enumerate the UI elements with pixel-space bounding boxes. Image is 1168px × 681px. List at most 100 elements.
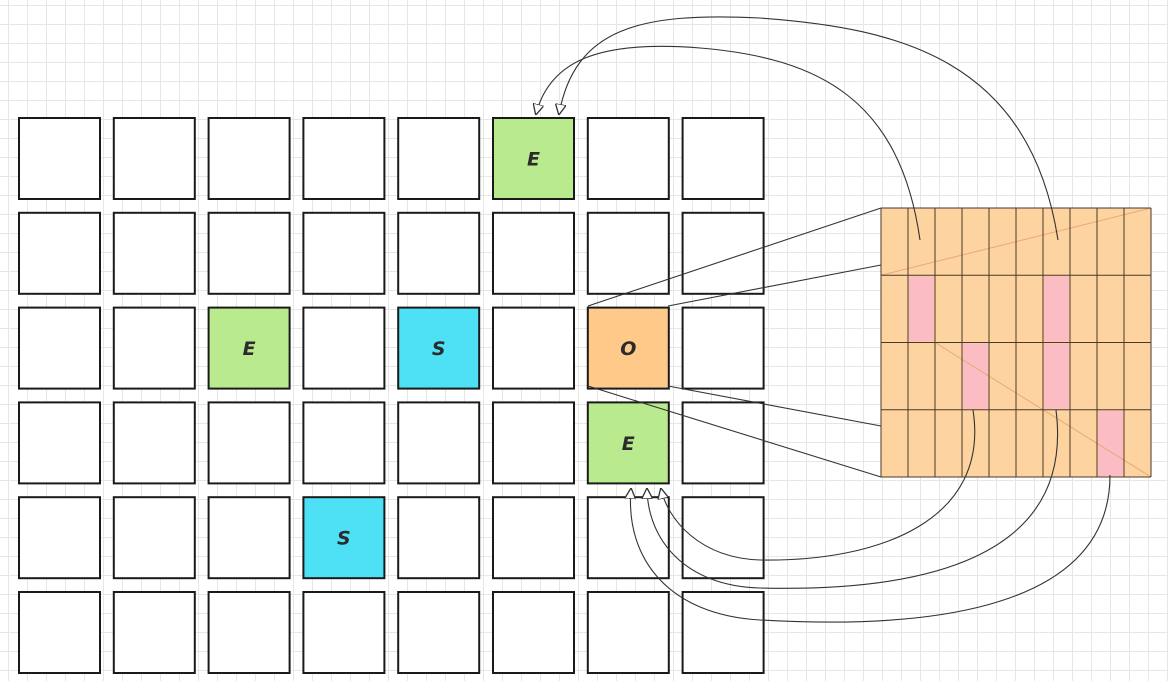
grid-cell — [207, 401, 291, 485]
grid-cell — [207, 117, 291, 200]
cell-box — [112, 401, 196, 485]
grid-cell — [681, 117, 765, 200]
cell-label: E — [243, 338, 256, 360]
cell-box — [586, 211, 670, 295]
zoom-highlight-cell — [909, 276, 934, 342]
cell-label: S — [337, 528, 351, 550]
grid-cell — [586, 211, 670, 295]
grid-cell-e: E — [586, 401, 670, 485]
grid-cell-e: E — [207, 306, 291, 390]
cell-box — [207, 496, 291, 580]
cell-box — [681, 401, 765, 485]
cell-box — [492, 117, 575, 200]
cell-box — [492, 401, 575, 485]
cell-box — [397, 117, 481, 200]
grid-cell — [18, 401, 101, 485]
grid-cell — [18, 306, 101, 390]
grid-cell — [112, 211, 196, 295]
cell-box — [18, 117, 101, 200]
cell-box — [112, 591, 196, 674]
grid-cell — [586, 591, 670, 674]
cell-box — [586, 306, 670, 390]
grid-cell — [112, 306, 196, 390]
cell-box — [397, 211, 481, 295]
grid-cell-s: S — [302, 496, 386, 580]
zoom-highlight-cell — [1098, 410, 1123, 476]
grid-cell — [302, 591, 386, 674]
cell-box — [586, 496, 670, 580]
cell-box — [586, 117, 670, 200]
cell-box — [397, 591, 481, 674]
grid-cell — [302, 211, 386, 295]
cell-box — [302, 306, 386, 390]
connector-lines — [536, 16, 1111, 623]
arrow-to-right-e — [647, 409, 1059, 589]
grid-cell — [492, 591, 575, 674]
cell-box — [207, 211, 291, 295]
arrow-to-top-e — [536, 45, 921, 241]
cell-box — [112, 306, 196, 390]
grid-cell — [112, 496, 196, 580]
cell-box — [18, 591, 101, 674]
arrow-to-top-e — [559, 16, 1059, 241]
grid-cell — [397, 117, 481, 200]
cell-box — [207, 306, 291, 390]
projection-line — [587, 385, 882, 478]
arrow-to-right-e — [630, 474, 1111, 623]
grid-cell — [492, 211, 575, 295]
cell-box — [492, 211, 575, 295]
grid-cell — [302, 401, 386, 485]
grid-cell — [18, 211, 101, 295]
grid-cell — [492, 496, 575, 580]
cell-box — [681, 496, 765, 580]
arrow-to-right-e — [661, 409, 976, 561]
grid-cell — [397, 496, 481, 580]
cell-box — [207, 117, 291, 200]
cell-box — [302, 401, 386, 485]
cell-box — [397, 306, 481, 390]
cell-box — [397, 496, 481, 580]
projection-line — [667, 385, 882, 427]
grid-cell — [207, 591, 291, 674]
grid-cell — [112, 401, 196, 485]
cell-box — [18, 211, 101, 295]
cell-box — [681, 211, 765, 295]
grid-cell — [302, 117, 386, 200]
grid-cell — [681, 591, 765, 674]
projection-line — [587, 207, 882, 307]
zoom-panel — [880, 207, 1152, 478]
grid-cell — [681, 401, 765, 485]
cell-box — [492, 591, 575, 674]
grid-cell-o: O — [586, 306, 670, 390]
grid-cell — [207, 211, 291, 295]
cell-box — [112, 211, 196, 295]
cell-box — [586, 591, 670, 674]
grid-cell — [397, 591, 481, 674]
grid-cell-s: S — [397, 306, 481, 390]
cell-box — [18, 401, 101, 485]
zoom-highlight-cell — [1044, 276, 1069, 342]
grid-cell-e: E — [492, 117, 575, 200]
cell-box — [302, 496, 386, 580]
cell-label: S — [432, 338, 446, 360]
grid-cell — [207, 496, 291, 580]
grid-cell — [586, 496, 670, 580]
grid-cell — [18, 117, 101, 200]
cell-box — [492, 496, 575, 580]
cell-box — [492, 306, 575, 390]
cell-box — [18, 306, 101, 390]
grid-cell — [681, 496, 765, 580]
grid-cell — [112, 591, 196, 674]
grid: E E S O E S — [18, 117, 765, 674]
zoom-highlight-cell — [1044, 343, 1069, 409]
cell-box — [18, 496, 101, 580]
zoom-highlight-cell — [963, 343, 988, 409]
cell-box — [302, 117, 386, 200]
cell-box — [681, 306, 765, 390]
grid-cell — [112, 117, 196, 200]
cell-box — [397, 401, 481, 485]
cell-box — [681, 591, 765, 674]
grid-cell — [586, 117, 670, 200]
grid-cell — [302, 306, 386, 390]
cell-box — [207, 401, 291, 485]
